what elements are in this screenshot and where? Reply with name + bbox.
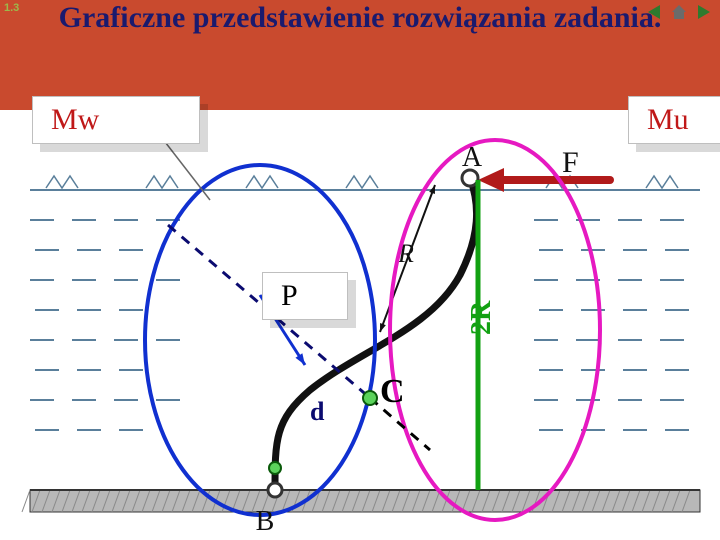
svg-text:d: d — [310, 397, 325, 426]
label-p: P — [262, 272, 348, 320]
label-mu: Mu — [628, 96, 720, 144]
svg-text:B: B — [256, 506, 275, 537]
slide-stage: 1.3 Graficzne przedstawienie rozwiązania… — [0, 0, 720, 540]
svg-text:F: F — [562, 146, 579, 179]
diagram-canvas: RF2RCdAB — [0, 0, 720, 540]
svg-text:C: C — [380, 373, 405, 410]
svg-text:A: A — [462, 142, 483, 173]
label-mw: Mw — [32, 96, 200, 144]
svg-text:2R: 2R — [466, 300, 497, 335]
